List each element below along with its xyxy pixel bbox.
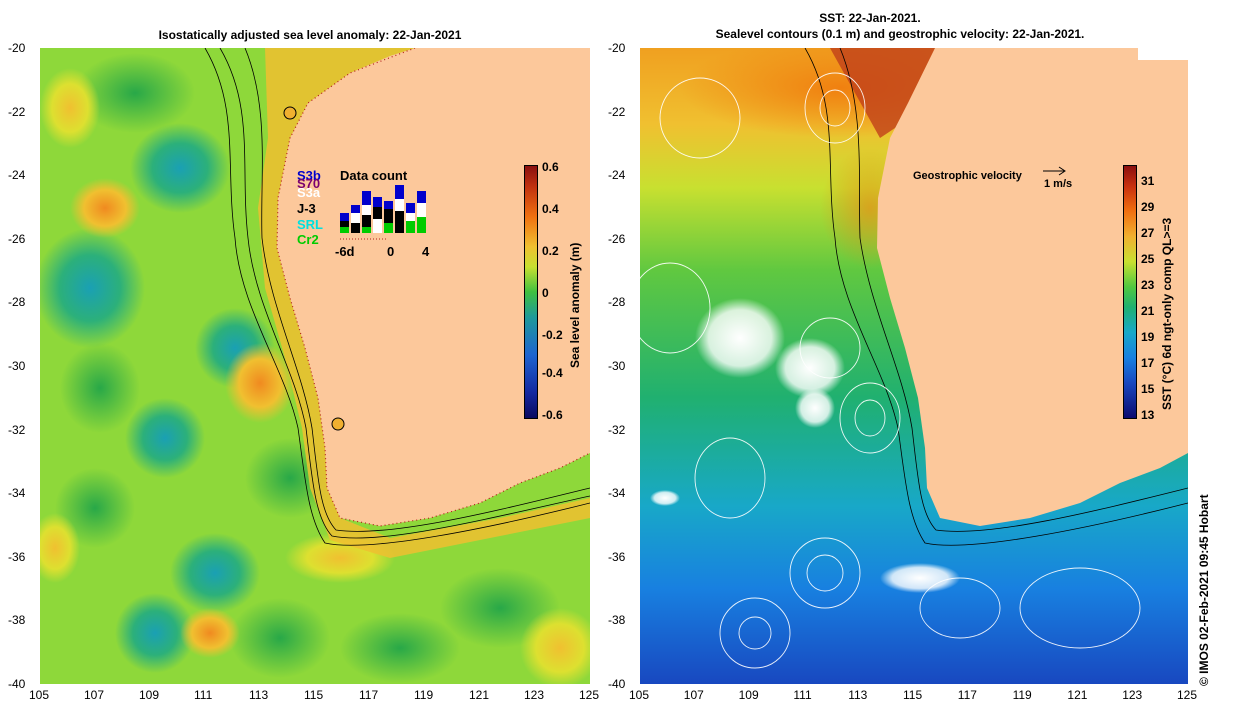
geostrophic-velocity-label: Geostrophic velocity — [913, 170, 1022, 182]
sst-tick-15: 15 — [1141, 382, 1155, 396]
right-y-tick-label: -36 — [608, 549, 626, 564]
sst-colorbar-label: SST (°C) 6d ngt-only comp QL>=3 — [1160, 217, 1174, 410]
right-x-tick-label: 121 — [1067, 688, 1088, 702]
right-y-tick-label: -24 — [608, 168, 626, 183]
left-x-tick-label: 111 — [194, 688, 213, 702]
sst-tick-25: 25 — [1141, 252, 1155, 266]
left-y-tick-label: -36 — [8, 549, 26, 564]
sla-tick-1: 0.4 — [542, 202, 559, 216]
right-y-tick-label: -22 — [608, 104, 626, 119]
data-count-tick-end: 4 — [422, 244, 430, 259]
sla-tick-5: -0.4 — [542, 366, 563, 380]
sla-tick-3: 0 — [542, 286, 549, 300]
left-x-tick-label: 117 — [359, 688, 379, 702]
sla-colorbar — [524, 165, 538, 419]
sst-map — [640, 48, 1188, 684]
sst-colorbar — [1123, 165, 1137, 419]
right-x-tick-label: 115 — [903, 688, 923, 702]
velocity-scale-label: 1 m/s — [1044, 178, 1073, 190]
right-y-tick-label: -40 — [608, 677, 626, 691]
left-y-tick-label: -22 — [8, 104, 26, 119]
right-x-tick-label: 105 — [629, 688, 650, 702]
right-x-tick-label: 111 — [793, 688, 812, 702]
satellite-label-cr2: Cr2 — [297, 232, 319, 247]
left-y-tick-label: -28 — [8, 295, 26, 310]
left-x-tick-label: 115 — [304, 688, 324, 702]
right-x-tick-label: 123 — [1122, 688, 1143, 702]
sst-tick-19: 19 — [1141, 330, 1155, 344]
sla-colorbar-label: Sea level anomaly (m) — [568, 242, 582, 368]
right-x-tick-label: 125 — [1177, 688, 1198, 702]
sst-tick-29: 29 — [1141, 200, 1155, 214]
satellite-label-s3b: S3b — [297, 168, 321, 183]
left-x-tick-label: 109 — [139, 688, 160, 702]
sst-tick-23: 23 — [1141, 278, 1155, 292]
right-y-tick-label: -38 — [608, 613, 626, 628]
satellite-label-srl: SRL — [297, 217, 323, 232]
left-y-tick-label: -40 — [8, 677, 26, 691]
right-y-tick-label: -32 — [608, 422, 626, 437]
left-x-tick-label: 123 — [524, 688, 545, 702]
sla-tick-6: -0.6 — [542, 408, 563, 422]
left-y-tick-label: -32 — [8, 422, 26, 437]
data-count-bars — [340, 185, 426, 240]
sst-tick-21: 21 — [1141, 304, 1155, 318]
right-y-tick-label: -20 — [608, 41, 626, 55]
satellite-label-s3a: S3a — [297, 185, 321, 200]
left-y-tick-label: -24 — [8, 168, 26, 183]
satellite-label-s70: S70 — [297, 176, 321, 191]
satellite-label-j3: J-3 — [297, 201, 316, 216]
right-x-tick-label: 119 — [1012, 688, 1032, 702]
left-x-tick-label: 113 — [249, 688, 269, 702]
left-x-tick-label: 105 — [29, 688, 50, 702]
sst-tick-27: 27 — [1141, 226, 1155, 240]
right-y-tick-label: -30 — [608, 359, 626, 373]
velocity-scale-arrow-icon — [1043, 166, 1066, 176]
left-x-tick-label: 125 — [579, 688, 600, 702]
left-x-tick-label: 119 — [414, 688, 434, 702]
left-y-tick-label: -38 — [8, 613, 26, 628]
right-x-tick-label: 107 — [683, 688, 704, 702]
sst-tick-17: 17 — [1141, 356, 1155, 370]
right-map-title-line1: SST: 22-Jan-2021. — [819, 11, 921, 25]
left-map-title: Isostatically adjusted sea level anomaly… — [158, 28, 462, 42]
sst-tick-31: 31 — [1141, 174, 1155, 188]
left-y-tick-label: -20 — [8, 41, 26, 55]
sea-level-anomaly-map — [40, 48, 590, 684]
right-y-tick-label: -28 — [608, 295, 626, 310]
data-count-tick-start: -6d — [335, 244, 355, 259]
sla-tick-0: 0.6 — [542, 160, 559, 174]
left-x-tick-label: 107 — [84, 688, 105, 702]
copyright-notice: © IMOS 02-Feb-2021 09:45 Hobart — [1192, 450, 1212, 690]
left-y-tick-label: -30 — [8, 359, 26, 373]
right-x-tick-label: 113 — [848, 688, 868, 702]
data-count-title: Data count — [340, 168, 408, 183]
right-y-tick-label: -34 — [608, 486, 626, 501]
sla-tick-2: 0.2 — [542, 244, 559, 258]
right-map-title-line2: Sealevel contours (0.1 m) and geostrophi… — [715, 27, 1085, 41]
copyright-text: © IMOS 02-Feb-2021 09:45 Hobart — [1197, 494, 1211, 686]
right-x-tick-label: 117 — [957, 688, 977, 702]
data-count-tick-zero: 0 — [387, 244, 395, 259]
sla-tick-4: -0.2 — [542, 328, 563, 342]
left-y-tick-label: -26 — [8, 231, 26, 246]
left-y-tick-label: -34 — [8, 486, 26, 501]
left-x-tick-label: 121 — [469, 688, 490, 702]
sst-tick-13: 13 — [1141, 408, 1155, 422]
right-x-tick-label: 109 — [738, 688, 759, 702]
right-y-tick-label: -26 — [608, 231, 626, 246]
